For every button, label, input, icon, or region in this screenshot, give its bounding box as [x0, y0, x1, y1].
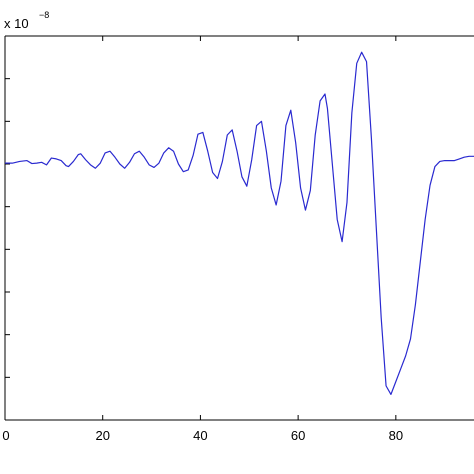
x-axis-tick-labels: 0 20 40 60 80: [2, 428, 403, 443]
x-tick-label-80: 80: [389, 428, 403, 443]
y-exponent-base: x 10: [4, 16, 29, 31]
x-tick-label-20: 20: [95, 428, 109, 443]
plot-area: [5, 36, 474, 420]
y-axis-ticks: [5, 78, 10, 378]
x-tick-label-60: 60: [291, 428, 305, 443]
series-line-0: [5, 51, 474, 395]
y-exponent-label: x 10 −8: [4, 10, 49, 31]
x-axis-ticks: [4, 36, 397, 420]
y-exponent-power: −8: [39, 10, 49, 20]
x-tick-label-0: 0: [2, 428, 9, 443]
series-group: [5, 51, 474, 395]
x-tick-label-40: 40: [193, 428, 207, 443]
